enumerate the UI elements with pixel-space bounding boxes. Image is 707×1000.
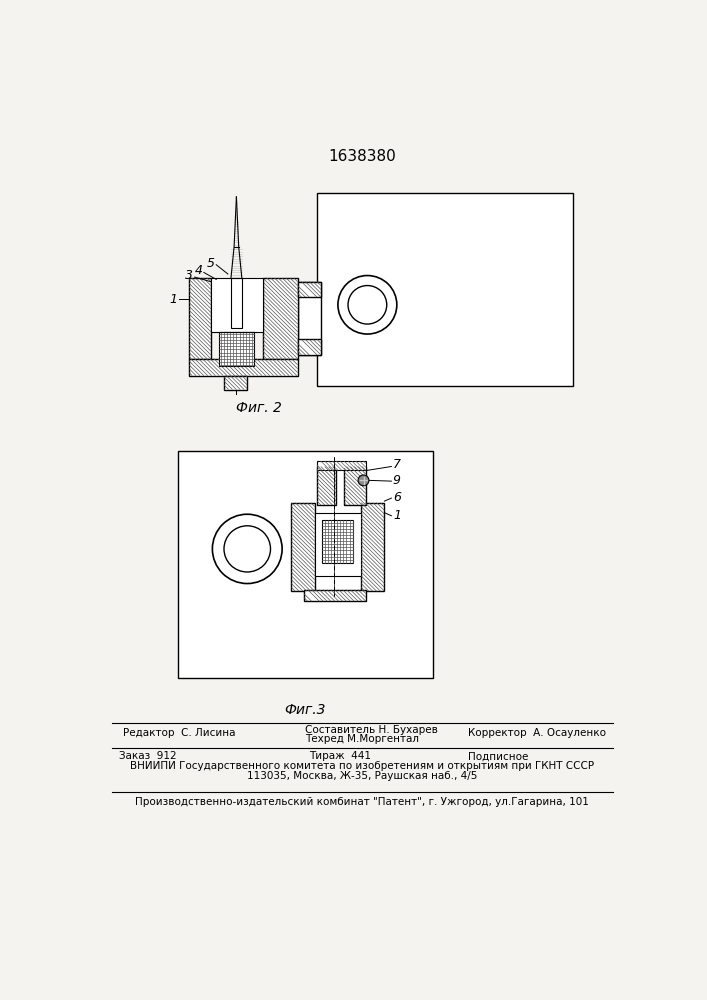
Bar xyxy=(231,278,242,328)
Text: 5: 5 xyxy=(206,257,215,270)
Text: Составитель Н. Бухарев: Составитель Н. Бухарев xyxy=(305,725,438,735)
Text: 6: 6 xyxy=(393,491,401,504)
Bar xyxy=(317,466,337,505)
Bar xyxy=(298,339,321,355)
Text: Фиг.3: Фиг.3 xyxy=(285,703,326,717)
Circle shape xyxy=(212,514,282,584)
Circle shape xyxy=(224,526,271,572)
Text: Производственно-издательский комбинат "Патент", г. Ужгород, ул.Гагарина, 101: Производственно-издательский комбинат "П… xyxy=(135,797,589,807)
Text: Тираж  441: Тираж 441 xyxy=(309,751,371,761)
Text: Заказ  912: Заказ 912 xyxy=(119,751,177,761)
Bar xyxy=(189,278,211,359)
Text: Подписное: Подписное xyxy=(468,751,529,761)
Text: 7: 7 xyxy=(393,458,401,471)
Bar xyxy=(298,282,321,355)
Bar xyxy=(224,376,247,389)
Bar xyxy=(189,359,298,376)
Bar xyxy=(322,520,354,563)
Bar xyxy=(317,193,573,386)
Text: 1638380: 1638380 xyxy=(328,149,396,164)
Circle shape xyxy=(348,286,387,324)
Bar xyxy=(263,278,298,359)
Text: 113035, Москва, Ж-35, Раушская наб., 4/5: 113035, Москва, Ж-35, Раушская наб., 4/5 xyxy=(247,771,477,781)
Bar xyxy=(211,278,263,332)
Bar xyxy=(218,332,255,366)
Text: 3: 3 xyxy=(185,269,193,282)
Text: 1: 1 xyxy=(170,293,177,306)
Text: Фиг. 2: Фиг. 2 xyxy=(236,401,282,415)
Text: ВНИИПИ Государственного комитета по изобретениям и открытиям при ГКНТ СССР: ВНИИПИ Государственного комитета по изоб… xyxy=(130,761,594,771)
Text: Корректор  А. Осауленко: Корректор А. Осауленко xyxy=(468,728,606,738)
Bar xyxy=(298,282,321,297)
Bar xyxy=(177,451,433,678)
Circle shape xyxy=(338,276,397,334)
Bar xyxy=(291,503,315,591)
Bar xyxy=(344,466,366,505)
Text: Редактор  С. Лисина: Редактор С. Лисина xyxy=(123,728,235,738)
Bar xyxy=(361,503,385,591)
Text: 9: 9 xyxy=(393,474,401,487)
Bar xyxy=(315,513,361,576)
Bar xyxy=(317,461,366,470)
Text: 4: 4 xyxy=(194,264,202,277)
Text: 1: 1 xyxy=(393,509,401,522)
Text: Техред М.Моргентал: Техред М.Моргентал xyxy=(305,734,419,744)
Circle shape xyxy=(358,475,369,486)
Bar xyxy=(304,590,366,601)
